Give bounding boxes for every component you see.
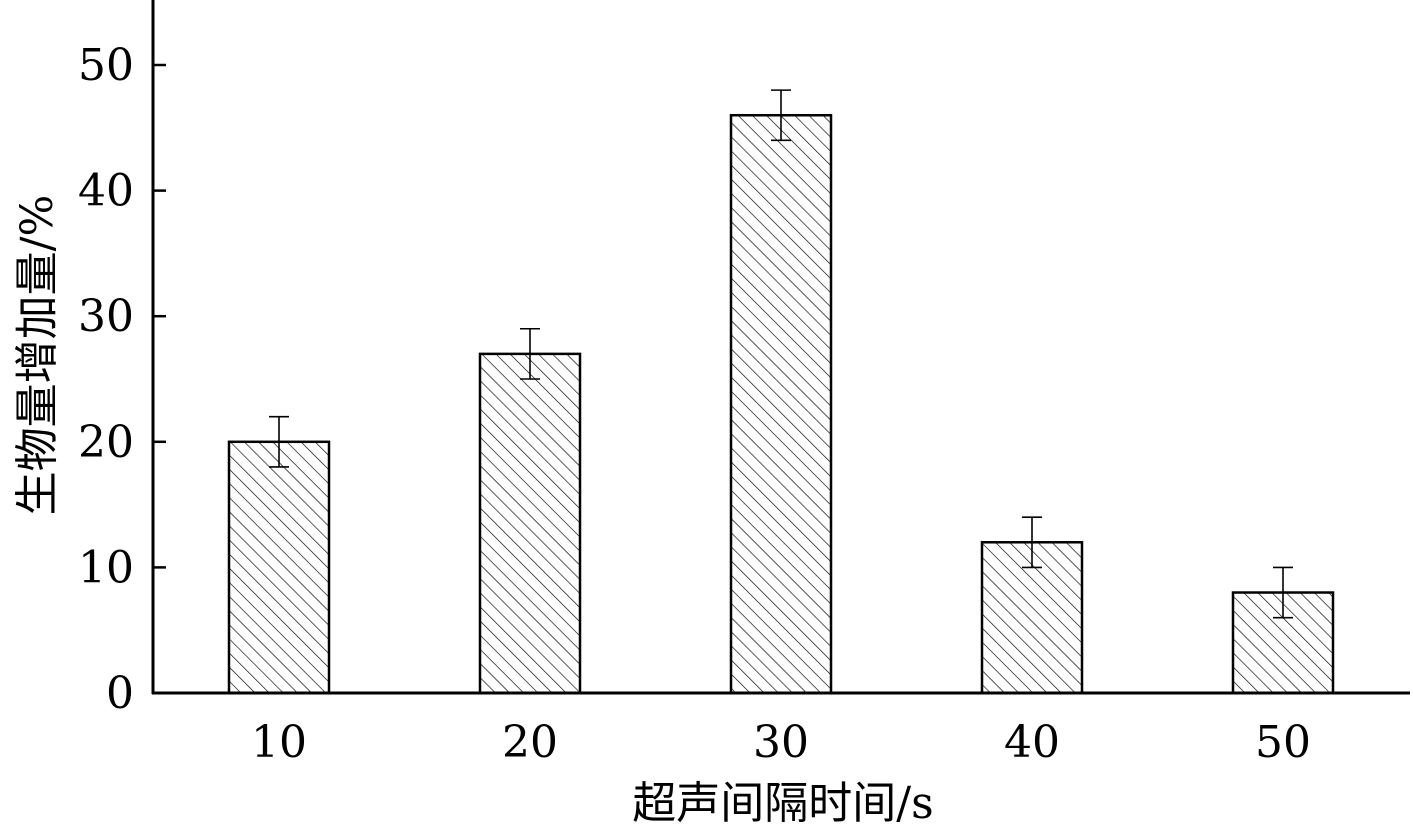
x-axis-title: 超声间隔时间/s [632,778,933,828]
bar-20 [478,352,582,695]
y-tick-label-0: 0 [106,668,134,719]
x-tick-label-20: 20 [502,717,558,768]
y-tick-label-20: 20 [78,417,134,468]
y-axis-title: 生物量增加量/% [12,195,63,516]
error-bars-layer [269,89,1293,619]
x-tick-label-10: 10 [251,717,307,768]
error-bar-40 [1022,516,1042,569]
y-ticks: 0 10 20 30 40 50 [78,40,166,719]
y-tick-label-50: 50 [78,40,134,91]
error-bar-20 [520,327,540,380]
y-tick-label-30: 30 [78,291,134,342]
y-tick-label-40: 40 [78,166,134,217]
error-bar-50 [1273,566,1293,619]
y-tick-label-10: 10 [78,542,134,593]
x-tick-label-30: 30 [753,717,809,768]
error-bar-10 [269,415,289,468]
x-tick-label-40: 40 [1004,717,1060,768]
error-bar-30 [771,89,791,142]
x-tick-label-50: 50 [1255,717,1311,768]
bars-layer [227,113,1335,695]
x-ticks: 10 20 30 40 50 [251,717,1311,768]
bar-10 [227,440,331,695]
bar-30 [729,113,833,695]
